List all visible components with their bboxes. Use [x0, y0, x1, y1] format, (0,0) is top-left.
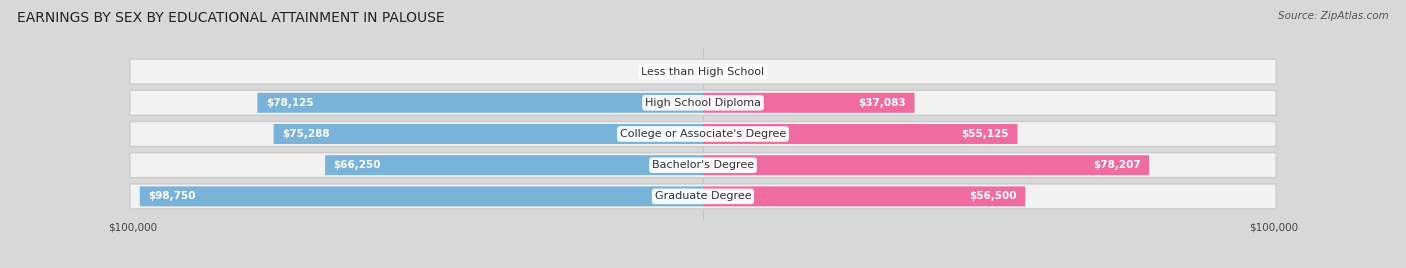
Text: High School Diploma: High School Diploma: [645, 98, 761, 108]
FancyBboxPatch shape: [257, 93, 703, 113]
FancyBboxPatch shape: [703, 124, 1018, 144]
FancyBboxPatch shape: [703, 93, 914, 113]
Text: $37,083: $37,083: [858, 98, 905, 108]
Text: $78,125: $78,125: [266, 98, 314, 108]
Text: Less than High School: Less than High School: [641, 67, 765, 77]
FancyBboxPatch shape: [274, 124, 703, 144]
Text: $0: $0: [709, 67, 723, 77]
Text: $66,250: $66,250: [333, 160, 381, 170]
Text: $98,750: $98,750: [148, 191, 195, 201]
FancyBboxPatch shape: [129, 153, 1277, 178]
Text: EARNINGS BY SEX BY EDUCATIONAL ATTAINMENT IN PALOUSE: EARNINGS BY SEX BY EDUCATIONAL ATTAINMEN…: [17, 11, 444, 25]
FancyBboxPatch shape: [703, 155, 1149, 175]
Text: Graduate Degree: Graduate Degree: [655, 191, 751, 201]
Text: $55,125: $55,125: [962, 129, 1010, 139]
Text: $56,500: $56,500: [969, 191, 1017, 201]
FancyBboxPatch shape: [703, 186, 1025, 206]
Text: $78,207: $78,207: [1092, 160, 1140, 170]
FancyBboxPatch shape: [129, 121, 1277, 147]
FancyBboxPatch shape: [139, 186, 703, 206]
FancyBboxPatch shape: [325, 155, 703, 175]
Text: $75,288: $75,288: [283, 129, 330, 139]
FancyBboxPatch shape: [129, 184, 1277, 209]
Text: $0: $0: [683, 67, 697, 77]
Text: College or Associate's Degree: College or Associate's Degree: [620, 129, 786, 139]
FancyBboxPatch shape: [129, 59, 1277, 84]
Text: Bachelor's Degree: Bachelor's Degree: [652, 160, 754, 170]
FancyBboxPatch shape: [129, 90, 1277, 115]
Text: Source: ZipAtlas.com: Source: ZipAtlas.com: [1278, 11, 1389, 21]
